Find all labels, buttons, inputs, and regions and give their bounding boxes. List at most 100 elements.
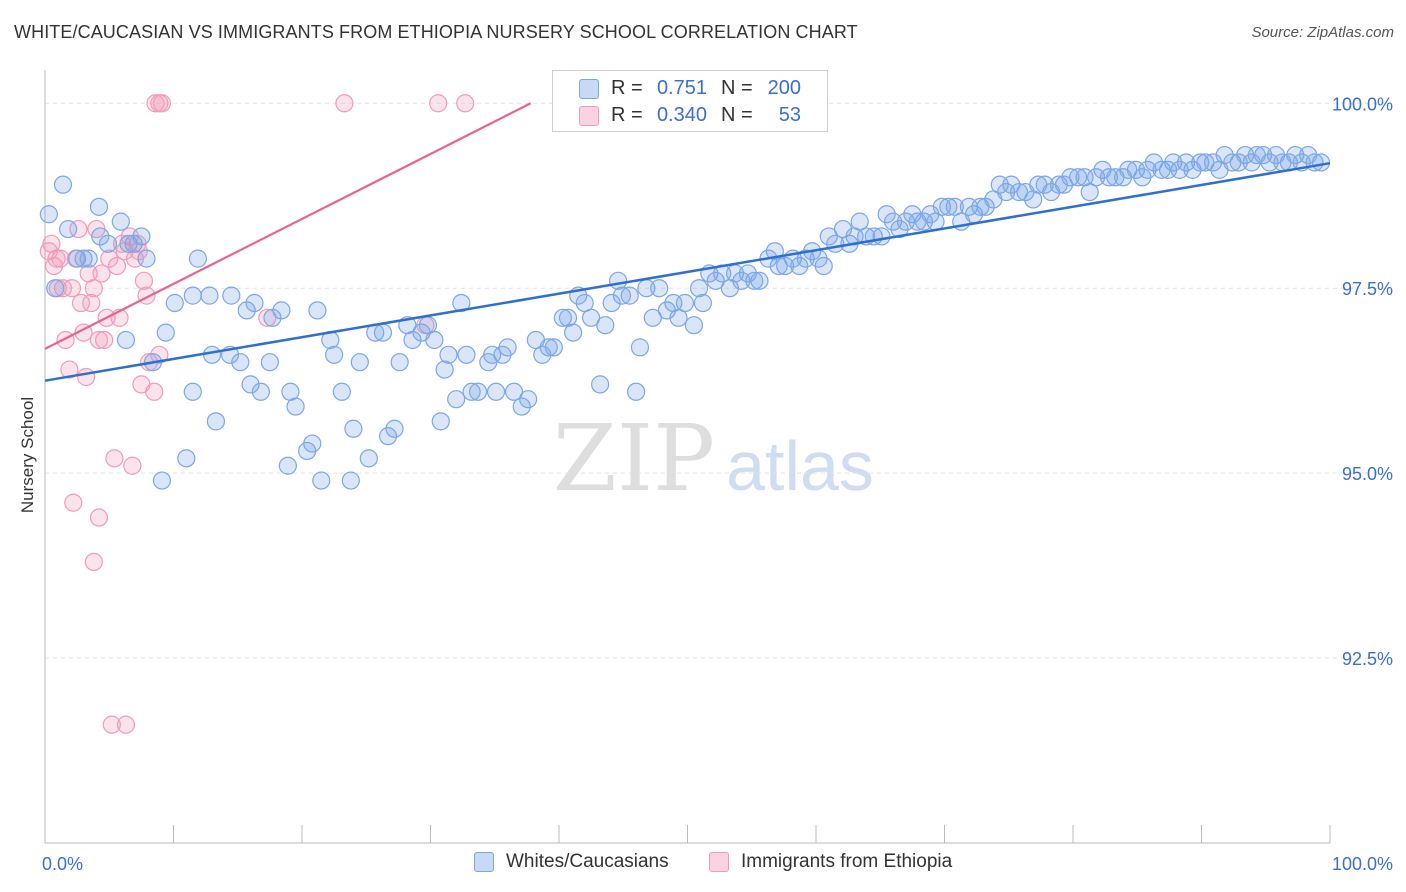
point-ethiopia xyxy=(123,456,142,475)
point-whites xyxy=(932,197,952,216)
legend-swatch-whites xyxy=(474,852,494,872)
point-ethiopia xyxy=(258,308,277,327)
point-ethiopia xyxy=(89,508,109,527)
y-tick-label: 92.5% xyxy=(1342,649,1393,669)
point-whites xyxy=(732,271,751,290)
n-value: 200 xyxy=(767,77,801,99)
trend-line-ethiopia xyxy=(44,102,532,350)
point-whites xyxy=(390,353,409,372)
point-whites xyxy=(1138,160,1157,179)
point-whites xyxy=(286,397,305,416)
point-whites xyxy=(278,456,297,475)
point-whites xyxy=(706,271,725,290)
point-whites xyxy=(457,345,476,364)
point-whites xyxy=(251,382,270,401)
point-ethiopia xyxy=(62,279,82,298)
point-whites xyxy=(819,227,838,246)
point-whites xyxy=(1002,175,1021,194)
stats-row-ethiopia: R = 0.340 N = 53 xyxy=(553,102,827,128)
point-whites xyxy=(231,353,250,372)
point-ethiopia xyxy=(100,249,119,268)
point-whites xyxy=(872,227,891,246)
point-whites xyxy=(222,286,241,305)
point-whites xyxy=(359,449,378,468)
point-whites xyxy=(272,301,291,320)
point-ethiopia xyxy=(51,249,70,268)
point-whites xyxy=(245,293,264,313)
point-whites xyxy=(814,256,833,276)
point-whites xyxy=(452,293,471,313)
point-whites xyxy=(152,471,172,490)
x-tick-label-min: 0.0% xyxy=(42,854,83,874)
point-whites xyxy=(564,323,583,342)
point-whites xyxy=(1229,153,1248,172)
point-whites xyxy=(79,249,98,268)
point-whites xyxy=(1054,175,1074,194)
point-whites xyxy=(1176,153,1196,172)
point-ethiopia xyxy=(84,552,103,572)
point-whites xyxy=(483,345,502,364)
point-whites xyxy=(237,301,256,320)
point-whites xyxy=(643,308,662,327)
legend-item-whites[interactable]: Whites/Caucasians xyxy=(474,851,669,873)
point-whites xyxy=(132,227,151,246)
point-whites xyxy=(137,249,156,268)
r-label: R = xyxy=(611,77,643,99)
point-whites xyxy=(596,316,615,335)
n-label: N = xyxy=(721,77,753,99)
point-whites xyxy=(431,412,450,431)
n-label: N = xyxy=(721,104,753,126)
point-whites xyxy=(1254,145,1273,165)
point-whites xyxy=(74,249,93,268)
point-whites xyxy=(373,323,393,342)
point-whites xyxy=(1061,168,1080,187)
point-ethiopia xyxy=(107,256,127,276)
point-whites xyxy=(89,197,109,216)
point-ethiopia xyxy=(56,330,75,350)
point-ethiopia xyxy=(60,360,79,379)
point-ethiopia xyxy=(82,293,101,313)
point-whites xyxy=(796,249,815,268)
point-whites xyxy=(539,338,558,357)
point-whites xyxy=(1035,175,1054,194)
point-whites xyxy=(260,353,279,372)
point-whites xyxy=(544,338,563,357)
point-ethiopia xyxy=(71,293,91,313)
point-whites xyxy=(976,197,995,216)
point-whites xyxy=(439,345,458,364)
trend-line-whites xyxy=(44,161,1331,382)
point-whites xyxy=(504,382,524,401)
point-whites xyxy=(468,382,488,401)
point-whites xyxy=(332,382,351,401)
point-whites xyxy=(39,205,58,224)
legend-item-ethiopia[interactable]: Immigrants from Ethiopia xyxy=(709,851,952,873)
legend: Whites/Caucasians Immigrants from Ethiop… xyxy=(0,851,1406,879)
series-ethiopia-points xyxy=(39,94,475,734)
point-whites xyxy=(612,286,632,305)
point-whites xyxy=(241,375,260,394)
point-ethiopia xyxy=(152,94,172,113)
point-ethiopia xyxy=(84,279,103,298)
point-whites xyxy=(165,293,184,313)
n-value: 53 xyxy=(778,104,801,126)
point-whites xyxy=(1170,160,1189,179)
point-whites xyxy=(385,419,404,438)
point-whites xyxy=(939,197,958,216)
point-whites xyxy=(303,434,322,453)
point-ethiopia xyxy=(47,249,66,268)
point-whites xyxy=(675,293,695,313)
legend-label-whites: Whites/Caucasians xyxy=(506,851,669,872)
point-whites xyxy=(582,308,601,327)
point-whites xyxy=(498,338,517,357)
axes xyxy=(44,70,1331,844)
point-whites xyxy=(53,175,73,194)
point-whites xyxy=(750,271,769,290)
point-whites xyxy=(325,345,344,364)
point-whites xyxy=(1196,153,1215,172)
point-whites xyxy=(188,249,208,268)
point-ethiopia xyxy=(95,330,114,350)
point-whites xyxy=(883,212,903,231)
point-whites xyxy=(650,279,669,298)
r-value: 0.751 xyxy=(656,77,707,99)
trend-lines xyxy=(44,102,1331,382)
